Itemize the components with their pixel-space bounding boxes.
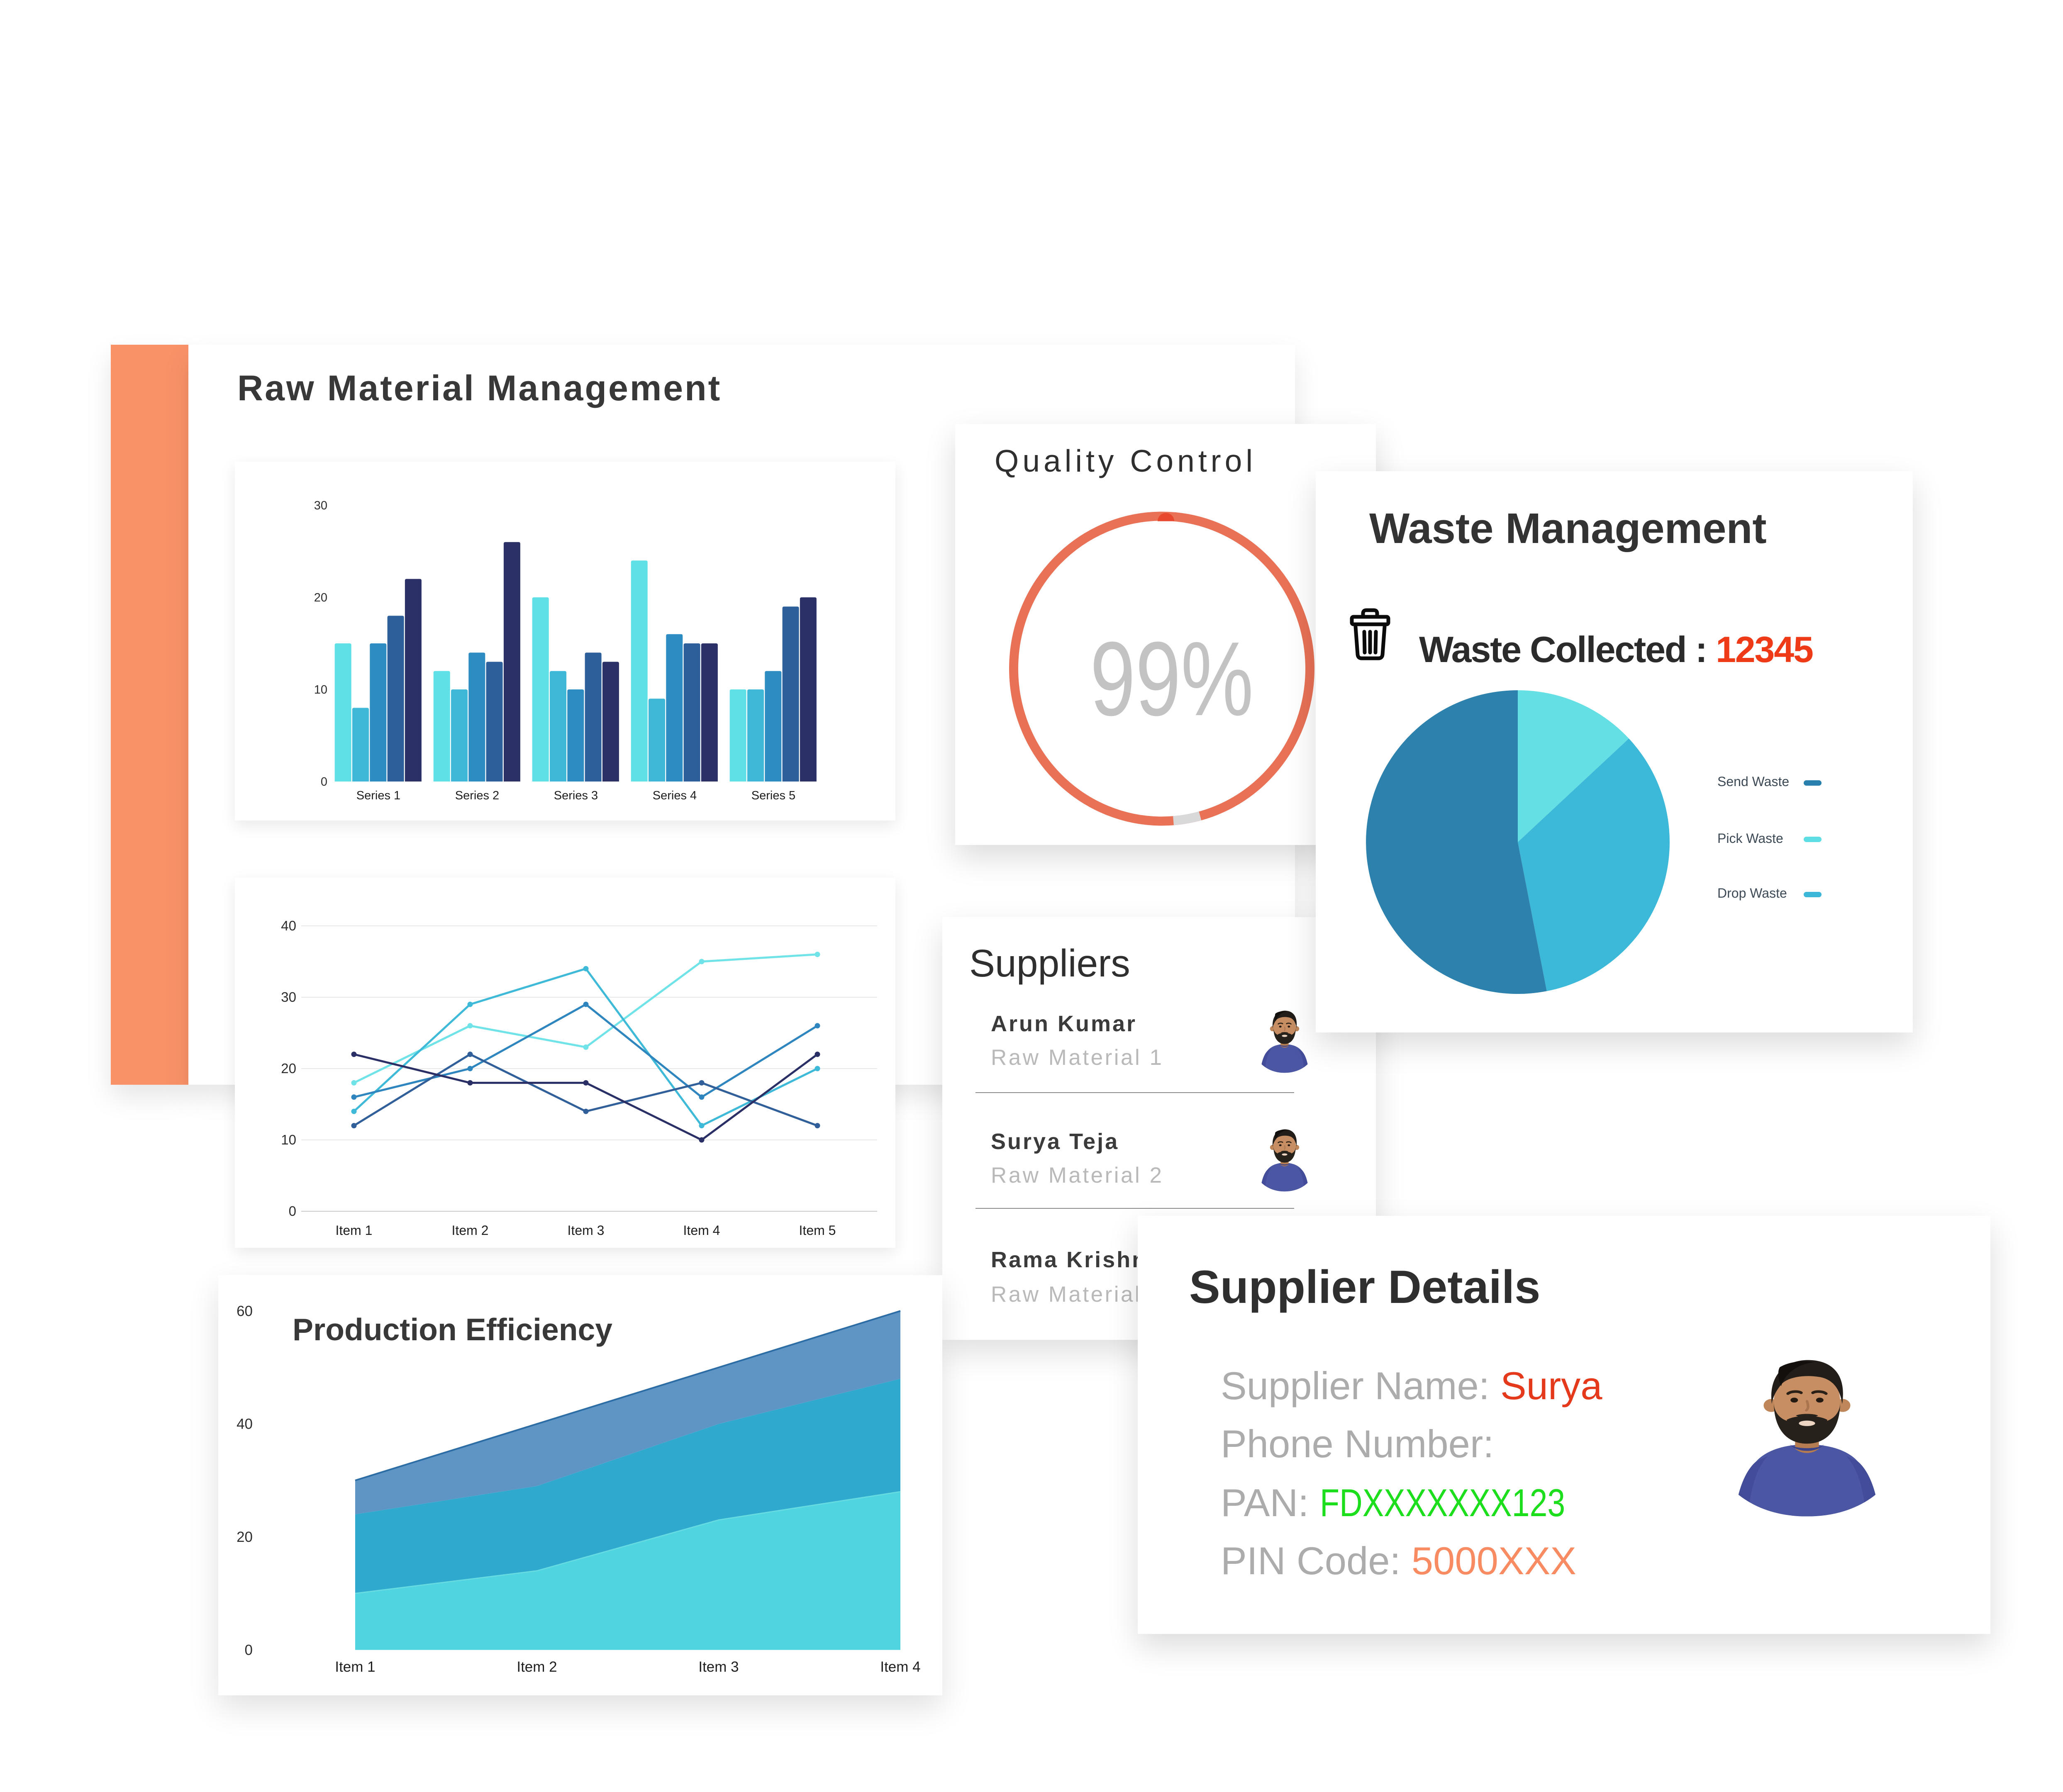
svg-text:Series 4: Series 4 [653, 789, 697, 802]
svg-text:Item 3: Item 3 [698, 1659, 739, 1675]
svg-text:20: 20 [281, 1061, 296, 1076]
svg-text:40: 40 [281, 918, 296, 933]
svg-text:0: 0 [289, 1203, 296, 1219]
svg-text:Series 5: Series 5 [751, 789, 795, 802]
svg-text:10: 10 [314, 683, 327, 696]
svg-text:Series 1: Series 1 [356, 789, 400, 802]
svg-text:Item 2: Item 2 [452, 1223, 489, 1238]
svg-text:Series 3: Series 3 [554, 789, 598, 802]
svg-text:20: 20 [237, 1529, 253, 1545]
svg-text:20: 20 [314, 591, 327, 604]
svg-text:40: 40 [237, 1416, 253, 1432]
svg-text:Item 3: Item 3 [568, 1223, 605, 1238]
svg-text:Item 4: Item 4 [683, 1223, 720, 1238]
svg-text:Item 4: Item 4 [880, 1659, 920, 1675]
svg-text:60: 60 [237, 1303, 253, 1319]
svg-text:Item 2: Item 2 [517, 1659, 557, 1675]
svg-text:Item 5: Item 5 [799, 1223, 836, 1238]
svg-text:Item 1: Item 1 [336, 1223, 373, 1238]
svg-text:0: 0 [321, 775, 327, 789]
svg-text:Item 1: Item 1 [335, 1659, 375, 1675]
svg-text:10: 10 [281, 1132, 296, 1147]
svg-text:30: 30 [281, 989, 296, 1005]
svg-text:0: 0 [245, 1642, 253, 1658]
svg-text:30: 30 [314, 499, 327, 512]
svg-text:Series 2: Series 2 [455, 789, 499, 802]
